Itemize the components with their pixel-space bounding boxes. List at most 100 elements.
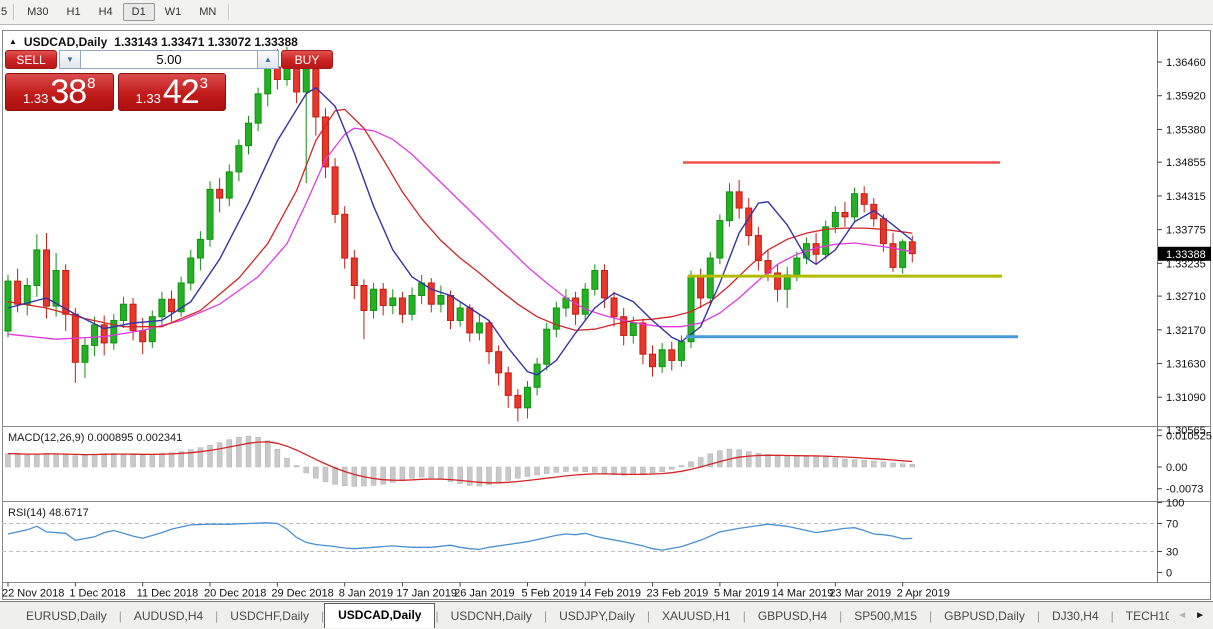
svg-text:23 Feb 2019: 23 Feb 2019	[647, 588, 709, 600]
chart-symbol-label: USDCAD,Daily	[23, 35, 108, 49]
svg-text:1.34855: 1.34855	[1166, 157, 1206, 169]
timeframe-button-mn[interactable]: MN	[199, 6, 217, 18]
timeframe-button-h1[interactable]: H1	[66, 6, 81, 18]
sell-price-pipette: 8	[87, 74, 96, 92]
svg-text:14 Mar 2019: 14 Mar 2019	[772, 588, 834, 600]
collapse-arrow-icon[interactable]: ▲	[9, 36, 17, 46]
price-axis-labels[interactable]: 1.36460 1.35920 1.35380 1.34855 1.34315 1.337…	[1157, 57, 1206, 437]
timeframe-button-5[interactable]: 5	[1, 6, 8, 18]
buy-price-pipette: 3	[199, 74, 208, 92]
tab-usdcad-daily[interactable]: USDCAD,Daily	[324, 603, 436, 628]
tab-sp500-m15[interactable]: SP500,M15	[854, 608, 918, 623]
svg-text:1.31090: 1.31090	[1166, 392, 1206, 404]
tab-usdchf-daily[interactable]: USDCHF,Daily	[230, 608, 309, 623]
tab-separator: |	[646, 608, 650, 623]
current-price-tag: 1.33388	[1158, 246, 1211, 261]
rsi-indicator	[2, 522, 1157, 552]
tab-separator: |	[435, 608, 439, 623]
svg-text:70: 70	[1166, 519, 1178, 531]
timeframe-button-d1[interactable]: D1	[122, 3, 155, 21]
tab-separator: |	[320, 608, 325, 623]
rsi-label: RSI(14) 48.6717	[8, 507, 89, 519]
volume-decrease-button[interactable]: ▼	[59, 50, 81, 69]
toolbar-separator	[228, 4, 231, 20]
macd-indicator	[5, 435, 916, 487]
timeframe-button-m30[interactable]: M30	[27, 6, 49, 18]
sell-price-prefix: 1.33	[23, 90, 49, 106]
date-axis[interactable]: 22 Nov 2018 1 Dec 2018 11 Dec 2018 20 Dec 2…	[2, 582, 950, 600]
tab-xauusd-h1[interactable]: XAUUSD,H1	[662, 608, 731, 623]
tab-eurusd-daily[interactable]: EURUSD,Daily	[26, 608, 107, 623]
timeframe-toolbar: 5 M30 H1 H4 D1 W1 MN	[0, 0, 1213, 25]
sell-price-box[interactable]: 1.33 38 8	[5, 73, 114, 111]
svg-text:26 Jan 2019: 26 Jan 2019	[454, 588, 515, 600]
volume-increase-button[interactable]: ▲	[257, 50, 279, 69]
timeframe-button-h4[interactable]: H4	[98, 6, 113, 18]
svg-text:1.33388: 1.33388	[1166, 249, 1206, 261]
svg-text:1.35920: 1.35920	[1166, 91, 1206, 103]
svg-text:100: 100	[1166, 498, 1184, 510]
tab-gbpusd-h4[interactable]: GBPUSD,H4	[757, 608, 828, 623]
tab-separator: |	[1110, 608, 1114, 623]
tab-separator: |	[742, 608, 746, 623]
tabs-scroll-left-icon[interactable]: ◄	[1177, 610, 1188, 621]
buy-button[interactable]: BUY	[281, 50, 333, 69]
svg-text:1.36460: 1.36460	[1166, 57, 1206, 69]
tab-gbpusd-daily[interactable]: GBPUSD,Daily	[944, 608, 1025, 623]
svg-text:1.33235: 1.33235	[1166, 258, 1206, 270]
tab-separator: |	[839, 608, 843, 623]
buy-price-prefix: 1.33	[135, 90, 161, 106]
candlestick-series	[4, 47, 916, 422]
tab-audusd-h4[interactable]: AUDUSD,H4	[133, 608, 204, 623]
svg-text:17 Jan 2019: 17 Jan 2019	[396, 588, 457, 600]
svg-text:20 Dec 2018: 20 Dec 2018	[204, 588, 266, 600]
svg-text:22 Nov 2018: 22 Nov 2018	[2, 588, 64, 600]
svg-text:11 Dec 2018: 11 Dec 2018	[137, 588, 199, 600]
svg-text:0.010525: 0.010525	[1166, 431, 1212, 443]
svg-text:0: 0	[1166, 568, 1172, 580]
tab-usdcnh-daily[interactable]: USDCNH,Daily	[450, 608, 532, 623]
svg-text:0.00: 0.00	[1166, 462, 1187, 474]
tab-dj30-h4[interactable]: DJ30,H4	[1051, 608, 1099, 623]
svg-text:1.32170: 1.32170	[1166, 325, 1206, 337]
svg-text:1.35380: 1.35380	[1166, 124, 1206, 136]
svg-text:2 Apr 2019: 2 Apr 2019	[897, 588, 950, 600]
tab-separator: |	[543, 608, 548, 623]
ma-fast-line	[7, 86, 913, 376]
toolbar-separator	[13, 4, 16, 20]
tabs-scroll-right-icon[interactable]: ►	[1195, 610, 1205, 621]
timeframe-button-w1[interactable]: W1	[164, 6, 182, 18]
svg-text:1.32710: 1.32710	[1166, 291, 1206, 303]
svg-text:5 Mar 2019: 5 Mar 2019	[714, 588, 770, 600]
svg-text:14 Feb 2019: 14 Feb 2019	[579, 588, 641, 600]
tab-separator: |	[929, 608, 933, 623]
buy-price-main: 42	[162, 73, 200, 111]
chart-window-border	[2, 30, 1211, 600]
chart-title: ▲ USDCAD,Daily 1.33143 1.33471 1.33072 1…	[9, 35, 298, 49]
sell-button[interactable]: SELL	[5, 50, 57, 69]
svg-text:29 Dec 2018: 29 Dec 2018	[271, 588, 333, 600]
volume-input[interactable]	[81, 50, 257, 69]
svg-text:30: 30	[1166, 547, 1178, 559]
svg-text:23 Mar 2019: 23 Mar 2019	[829, 588, 891, 600]
one-click-trading-panel: SELL ▼ ▲ BUY 1.33 38 8 1.33 42 3	[5, 50, 333, 111]
buy-price-box[interactable]: 1.33 42 3	[117, 73, 226, 111]
svg-text:1.30565: 1.30565	[1166, 425, 1206, 437]
svg-text:1.33775: 1.33775	[1166, 225, 1206, 237]
ma-slow-line	[7, 127, 913, 340]
svg-text:5 Feb 2019: 5 Feb 2019	[521, 588, 577, 600]
tab-usdjpy-daily[interactable]: USDJPY,Daily	[559, 608, 635, 623]
svg-text:1.34315: 1.34315	[1166, 191, 1206, 203]
svg-text:8 Jan 2019: 8 Jan 2019	[339, 588, 393, 600]
svg-text:1 Dec 2018: 1 Dec 2018	[69, 588, 125, 600]
sell-price-main: 38	[50, 73, 87, 111]
svg-text:1.31630: 1.31630	[1166, 359, 1206, 371]
tab-separator: |	[1036, 608, 1040, 623]
ma-mid-line	[7, 108, 913, 332]
chart-tab-bar: EURUSD,Daily | AUDUSD,H4 | USDCHF,Daily | USDC…	[0, 601, 1213, 629]
tab-separator: |	[118, 608, 122, 623]
macd-label: MACD(12,26,9) 0.000895 0.002341	[8, 432, 182, 444]
tab-tech100-h1[interactable]: TECH100,H1	[1125, 608, 1170, 623]
tab-separator: |	[215, 608, 219, 623]
